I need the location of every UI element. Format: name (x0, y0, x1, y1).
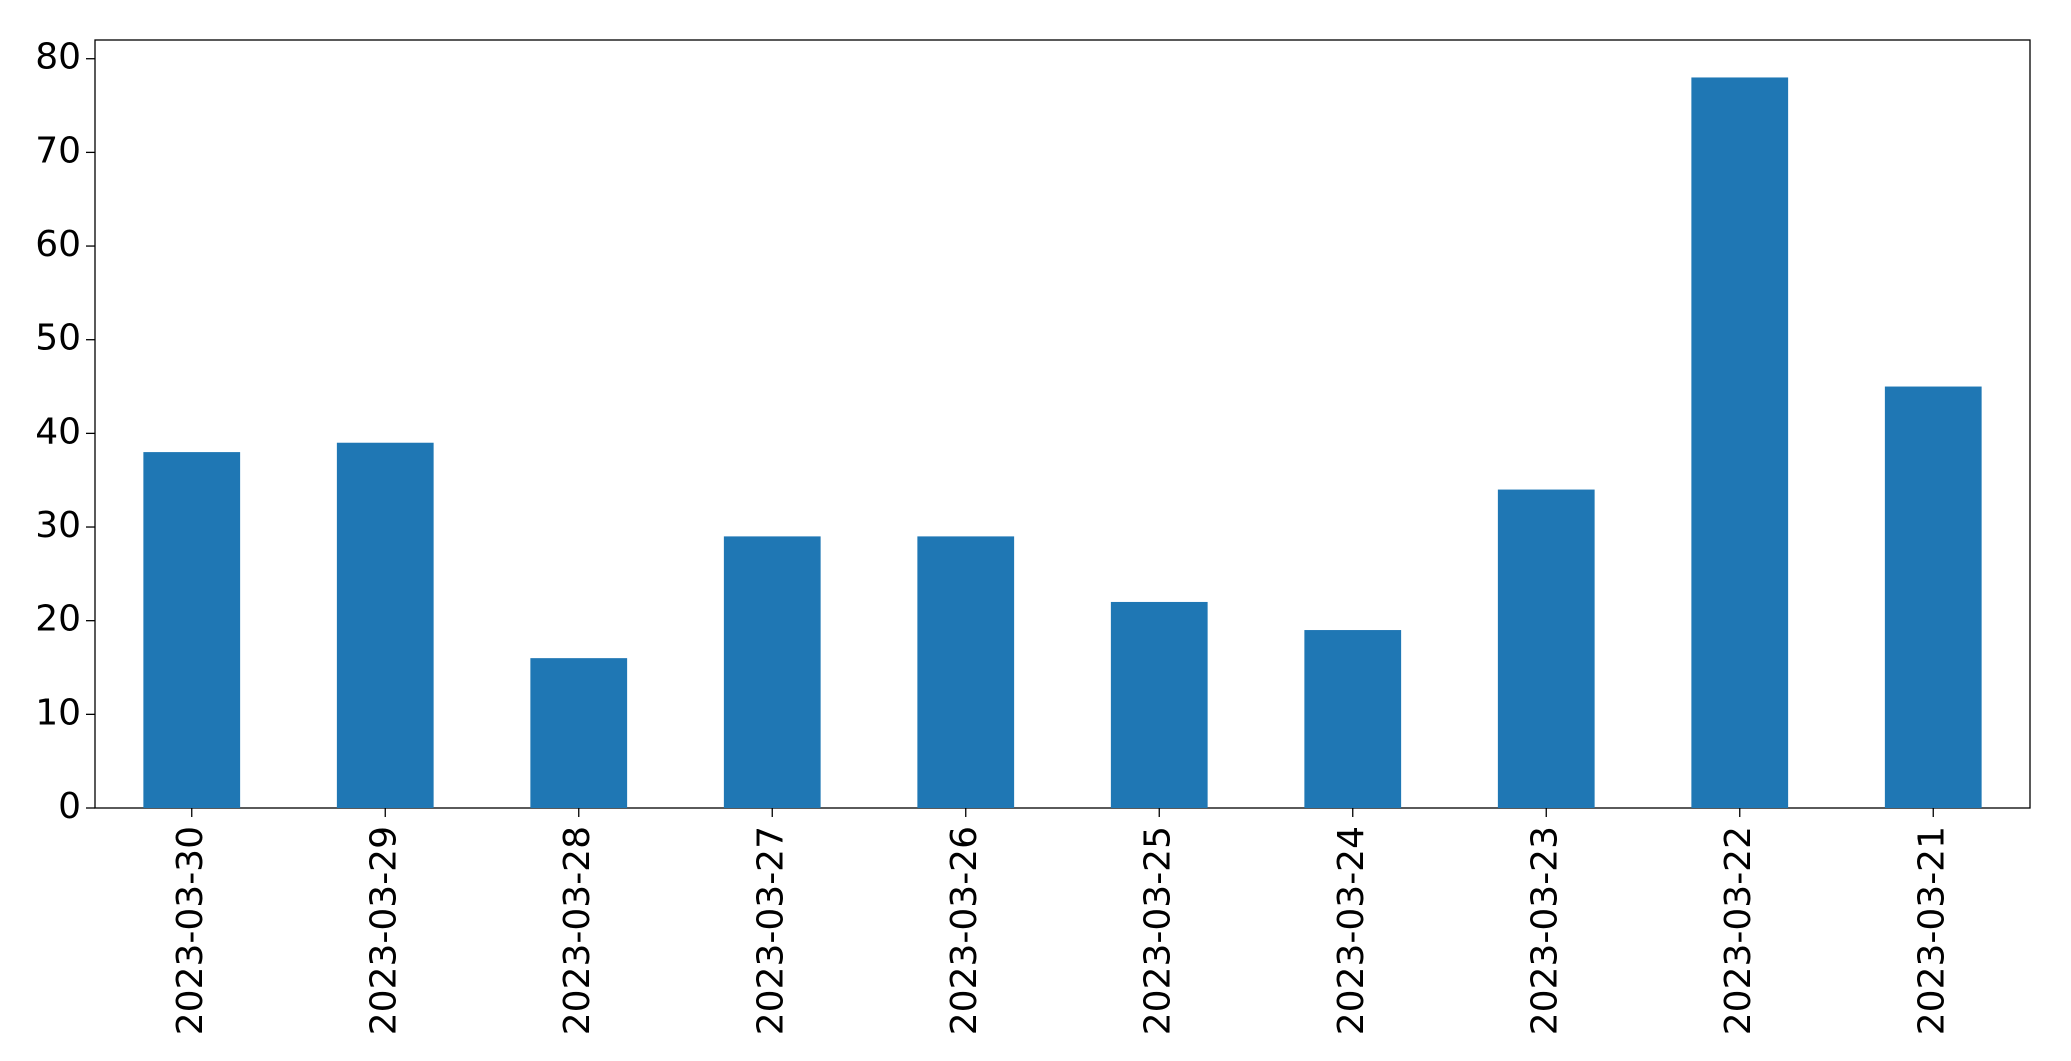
y-tick-label: 20 (35, 599, 81, 640)
x-tick-label: 2023-03-22 (1718, 826, 1759, 1035)
y-tick-label: 0 (58, 786, 81, 827)
x-tick-label: 2023-03-24 (1331, 826, 1372, 1035)
x-tick-label: 2023-03-28 (557, 826, 598, 1035)
bar (917, 536, 1015, 808)
y-tick-label: 30 (35, 505, 81, 546)
bar (723, 536, 821, 808)
plot-frame (94, 39, 2031, 809)
y-tick-label: 70 (35, 130, 81, 171)
y-tick-label: 80 (35, 37, 81, 78)
y-tick-label: 40 (35, 411, 81, 452)
x-tick-label: 2023-03-26 (944, 826, 985, 1035)
bar (336, 442, 434, 808)
x-tick-label: 2023-03-21 (1911, 826, 1952, 1035)
x-tick-label: 2023-03-23 (1524, 826, 1565, 1035)
bar (1884, 386, 1982, 808)
bar (1110, 601, 1208, 808)
bar (143, 452, 241, 808)
x-tick-label: 2023-03-29 (363, 826, 404, 1035)
bar (1304, 630, 1402, 808)
y-tick-label: 60 (35, 224, 81, 265)
y-tick-label: 10 (35, 692, 81, 733)
x-tick-label: 2023-03-25 (1137, 826, 1178, 1035)
bar (530, 658, 628, 808)
bar (1497, 489, 1595, 808)
x-tick-label: 2023-03-27 (750, 826, 791, 1035)
x-tick-label: 2023-03-30 (170, 826, 211, 1035)
y-tick-label: 50 (35, 318, 81, 359)
bar (1691, 77, 1789, 808)
